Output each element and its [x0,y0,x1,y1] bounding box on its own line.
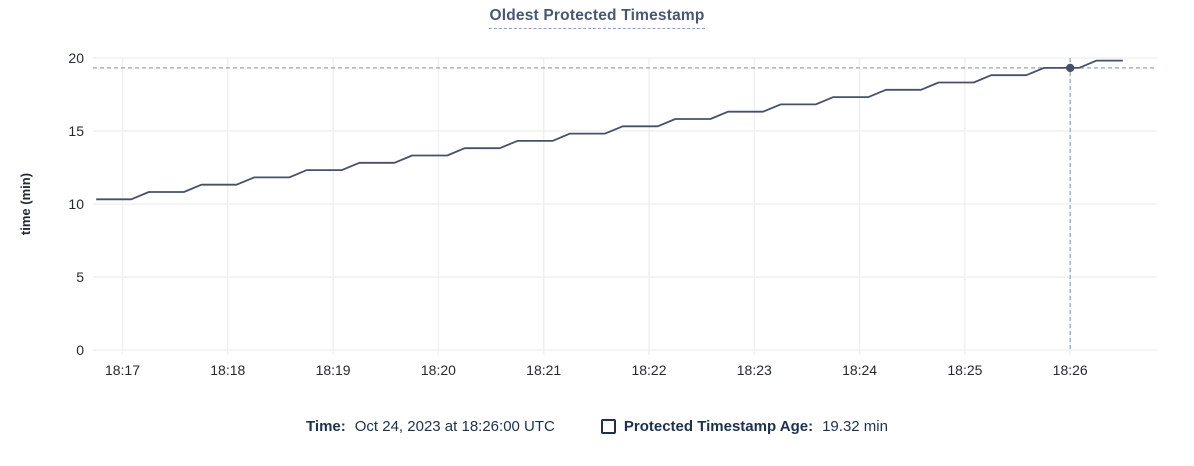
x-tick-label: 18:24 [842,362,877,378]
line-chart-plot[interactable]: 0 5 10 15 20 18:17 18:18 18:19 18:20 18:21 18:22 18… [0,0,1194,402]
legend-series-value: 19.32 min [822,418,888,435]
x-tick-label: 18:25 [947,362,982,378]
y-tick-label: 15 [68,123,84,139]
legend-time: Time: Oct 24, 2023 at 18:26:00 UTC [306,418,555,435]
hover-point-dot [1066,63,1075,73]
x-tick-label: 18:22 [631,362,666,378]
chart-header: Oldest Protected Timestamp [0,7,1194,29]
x-tick-label: 18:21 [526,362,561,378]
x-tick-label: 18:18 [210,362,245,378]
x-tick-label: 18:17 [105,362,140,378]
legend-series-label: Protected Timestamp Age: [623,418,814,435]
legend-time-label: Time: [306,418,346,435]
y-tick-label: 10 [68,196,84,212]
x-tick-label: 18:19 [316,362,351,378]
legend-time-value: Oct 24, 2023 at 18:26:00 UTC [354,418,555,435]
y-axis-label: time (min) [18,173,33,235]
chart-title[interactable]: Oldest Protected Timestamp [489,7,705,29]
legend-series-toggle[interactable]: Protected Timestamp Age: 19.32 min [600,418,888,435]
x-tick-label: 18:26 [1053,362,1088,378]
y-tick-label: 5 [76,269,84,285]
series-line [96,59,1123,201]
series-checkbox-icon[interactable] [600,419,616,434]
y-tick-label: 20 [68,50,84,66]
x-tick-label: 18:20 [421,362,456,378]
x-tick-label: 18:23 [737,362,772,378]
chart-legend: Time: Oct 24, 2023 at 18:26:00 UTC Prote… [0,418,1194,435]
y-tick-label: 0 [76,342,84,358]
